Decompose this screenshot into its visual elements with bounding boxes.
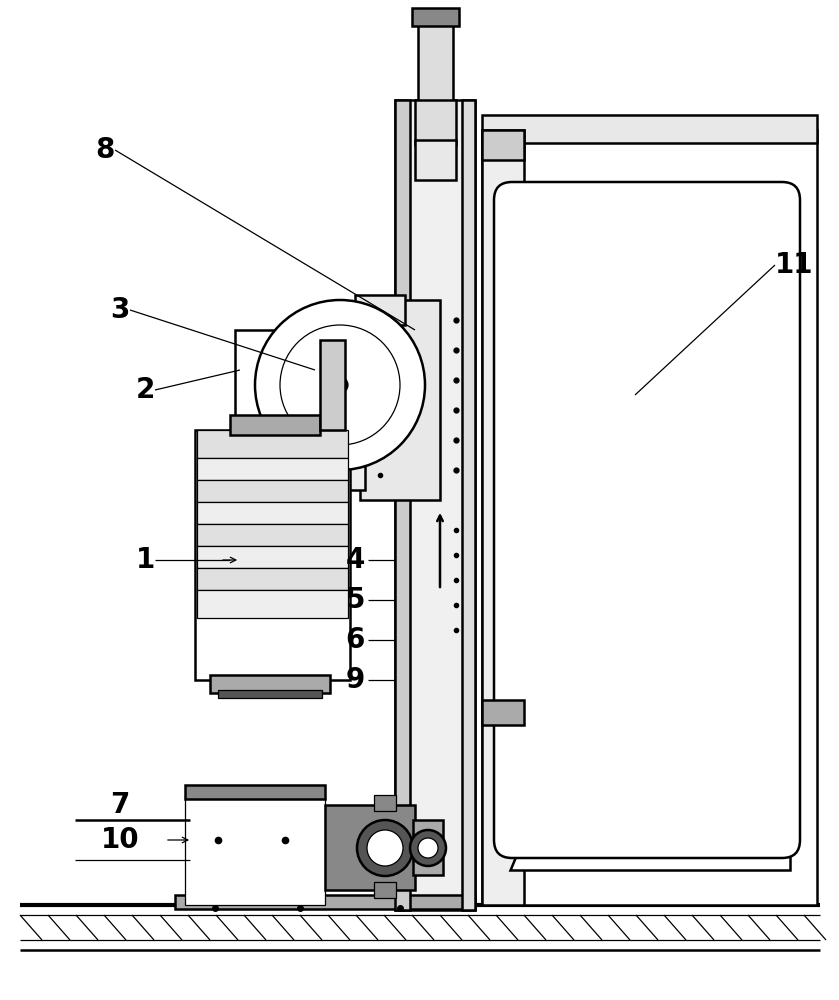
Bar	[197, 546, 348, 568]
Text: 6: 6	[346, 626, 365, 654]
Bar	[412, 8, 459, 26]
Bar	[415, 140, 456, 180]
Circle shape	[280, 325, 400, 445]
Bar	[218, 690, 322, 698]
Bar	[230, 415, 320, 435]
Polygon shape	[510, 195, 790, 870]
Bar	[185, 795, 325, 905]
Bar	[197, 480, 348, 502]
Bar	[415, 100, 456, 145]
Bar	[197, 430, 348, 458]
Circle shape	[367, 830, 403, 866]
Bar	[197, 524, 348, 546]
Bar	[418, 15, 453, 125]
Bar	[197, 590, 348, 618]
Circle shape	[410, 830, 446, 866]
Text: 3: 3	[111, 296, 130, 324]
Bar	[320, 340, 345, 430]
Bar	[235, 330, 325, 420]
Circle shape	[255, 300, 425, 470]
Circle shape	[357, 820, 413, 876]
Bar	[175, 895, 475, 909]
Bar	[413, 820, 443, 875]
Bar	[374, 795, 396, 811]
Bar	[482, 130, 817, 905]
Circle shape	[332, 377, 348, 393]
Bar	[462, 100, 475, 910]
Text: 4: 4	[346, 546, 365, 574]
Bar	[482, 130, 524, 160]
Text: 11: 11	[775, 251, 814, 279]
Bar	[197, 458, 348, 480]
Circle shape	[418, 838, 438, 858]
Text: 5: 5	[346, 586, 365, 614]
Bar	[210, 675, 330, 693]
Text: 2: 2	[136, 376, 155, 404]
Bar	[374, 882, 396, 898]
Bar	[325, 805, 415, 890]
Bar	[185, 785, 325, 799]
Bar	[395, 100, 410, 910]
Text: 9: 9	[346, 666, 365, 694]
Bar	[360, 300, 440, 500]
Bar	[355, 295, 405, 325]
Text: 10: 10	[101, 826, 139, 854]
Bar	[197, 568, 348, 590]
Text: 1: 1	[136, 546, 155, 574]
Bar	[320, 310, 365, 490]
FancyBboxPatch shape	[494, 182, 800, 858]
Bar	[395, 100, 475, 910]
Bar	[197, 502, 348, 524]
Text: 8: 8	[96, 136, 115, 164]
Bar	[195, 430, 350, 680]
Bar	[482, 700, 524, 725]
Text: 7: 7	[110, 791, 130, 819]
Bar	[482, 130, 524, 905]
Bar	[482, 115, 817, 143]
